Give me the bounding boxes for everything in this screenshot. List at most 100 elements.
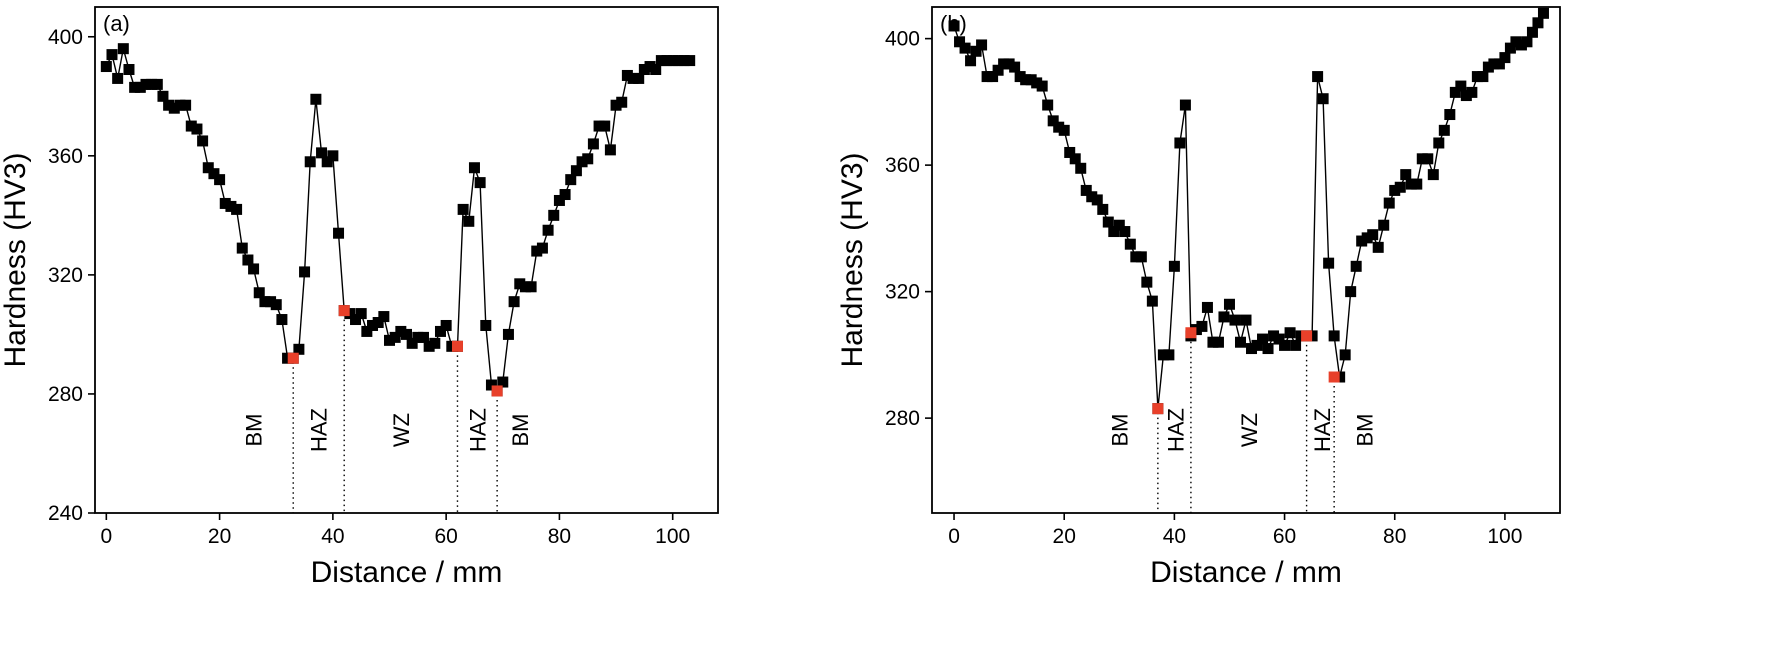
panel-b-zone-label: HAZ — [1310, 408, 1335, 452]
panel-b-data-point — [1290, 339, 1302, 351]
panel-a-data-point — [485, 379, 497, 391]
panel-b-data-point — [1444, 109, 1456, 121]
panel-a-boundary-point — [451, 340, 463, 352]
panel-b-x-tick-label: 80 — [1383, 525, 1406, 548]
panel-a-data-point — [333, 227, 345, 239]
panel-b-boundary-point — [1301, 330, 1313, 342]
panel-b-boundary-point — [1185, 327, 1197, 339]
panel-b-y-tick-label: 280 — [885, 407, 920, 430]
panel-a-data-point — [253, 287, 265, 299]
panel-b-plot-frame — [931, 6, 1561, 514]
panel-b-data-point — [1339, 349, 1351, 361]
panel-a-data-point — [446, 340, 458, 352]
panel-b-data-point — [987, 71, 999, 83]
panel-b-data-point — [1174, 137, 1186, 149]
panel-b-data-point — [1053, 121, 1065, 133]
panel-a-data-point — [599, 120, 611, 132]
panel-b-data-point — [1372, 241, 1384, 253]
panel-a-x-tick-label: 100 — [655, 525, 690, 548]
panel-a-data-point — [180, 99, 192, 111]
panel-a-data-point — [423, 340, 435, 352]
panel-b-zone-label: WZ — [1237, 413, 1262, 447]
panel-a-data-point — [417, 331, 429, 343]
panel-a-data-point — [242, 254, 254, 266]
panel-b-data-point — [1229, 314, 1241, 326]
panel-a-data-point — [367, 319, 379, 331]
panel-b-data-point — [1146, 295, 1158, 307]
panel-b-data-point — [959, 42, 971, 54]
panel-b-data-point — [1427, 169, 1439, 181]
panel-a-data-point — [140, 78, 152, 90]
panel-a-data-point — [219, 197, 231, 209]
panel-b-data-point — [1455, 80, 1467, 92]
panel-b-y-tick-label: 360 — [885, 154, 920, 177]
panel-a-data-point — [582, 153, 594, 165]
panel-a-data-point — [146, 78, 158, 90]
panel-a-data-point — [270, 299, 282, 311]
panel-a-data-point — [684, 55, 696, 67]
panel-b-y-tick-label: 400 — [885, 28, 920, 51]
panel-b-data-point — [1042, 99, 1054, 111]
panel-a-data-point — [548, 209, 560, 221]
panel-a-boundary-point — [338, 305, 350, 317]
panel-b-data-point — [1246, 343, 1258, 355]
panel-b-data-point — [1466, 86, 1478, 98]
panel-a-y-tick-label: 320 — [48, 264, 83, 287]
panel-b-data-point — [1378, 219, 1390, 231]
panel-b-data-point — [1086, 191, 1098, 203]
panel-a-zone-label: BM — [242, 414, 267, 447]
panel-a-data-point — [191, 123, 203, 135]
panel-a-data-point — [457, 203, 469, 215]
panel-a-label: (a) — [103, 11, 130, 36]
panel-b-data-point — [1003, 58, 1015, 70]
panel-a-data-point — [593, 120, 605, 132]
panel-b-data-point — [954, 36, 966, 48]
panel-a-data-point — [372, 317, 384, 329]
panel-a-plot-frame — [94, 6, 719, 514]
panel-a-data-point — [225, 200, 237, 212]
panel-a-data-point — [202, 162, 214, 174]
panel-b-data-point — [1135, 251, 1147, 263]
panel-a-data-point — [565, 174, 577, 186]
panel-a-x-axis-title: Distance / mm — [311, 556, 503, 589]
panel-a-zone-label: HAZ — [307, 408, 332, 452]
panel-a-data-point — [514, 278, 526, 290]
panel-b-x-tick-label: 60 — [1273, 525, 1296, 548]
panel-b-data-point — [1345, 286, 1357, 298]
panel-b-data-point — [1389, 184, 1401, 196]
panel-b-data-point — [948, 20, 960, 32]
panel-a-data-point — [440, 319, 452, 331]
panel-b-data-point — [1477, 71, 1489, 83]
panel-a-data-point — [627, 72, 639, 84]
panel-b-data-point — [1196, 320, 1208, 332]
panel-a-zone-label: BM — [508, 414, 533, 447]
panel-a: 0 20 40 60 80 100 240 280 320 360 400 Distance / mm… — [0, 6, 719, 589]
panel-b-data-point — [1179, 99, 1191, 111]
panel-b-data-point — [1268, 330, 1280, 342]
panel-a-data-point — [480, 319, 492, 331]
panel-b-data-point — [1036, 80, 1048, 92]
panel-b-data-point — [1102, 216, 1114, 228]
panel-b-data-point — [992, 64, 1004, 76]
panel-b-data-point — [1422, 153, 1434, 165]
panel-a-data-point — [174, 99, 186, 111]
panel-a-data-point — [542, 224, 554, 236]
panel-a-data-point — [197, 135, 209, 147]
panel-b-data-point — [1251, 339, 1263, 351]
panel-b-data-point — [1521, 36, 1533, 48]
panel-a-data-point — [389, 331, 401, 343]
panel-b-data-point — [1025, 74, 1037, 86]
panel-b-data-point — [1058, 124, 1070, 136]
panel-b-data-point — [1064, 146, 1076, 158]
panel-b-x-tick-label: 100 — [1487, 525, 1522, 548]
panel-a-data-point — [395, 325, 407, 337]
panel-a-data-point — [508, 296, 520, 308]
panel-b-data-point — [1273, 333, 1285, 345]
panel-b-data-point — [1014, 71, 1026, 83]
panel-b-data-point — [1438, 124, 1450, 136]
panel-b-data-point — [1383, 197, 1395, 209]
panel-a-y-tick-label: 240 — [48, 502, 83, 525]
panel-a-data-point — [502, 328, 514, 340]
panel-b-boundary-point — [1328, 371, 1340, 383]
